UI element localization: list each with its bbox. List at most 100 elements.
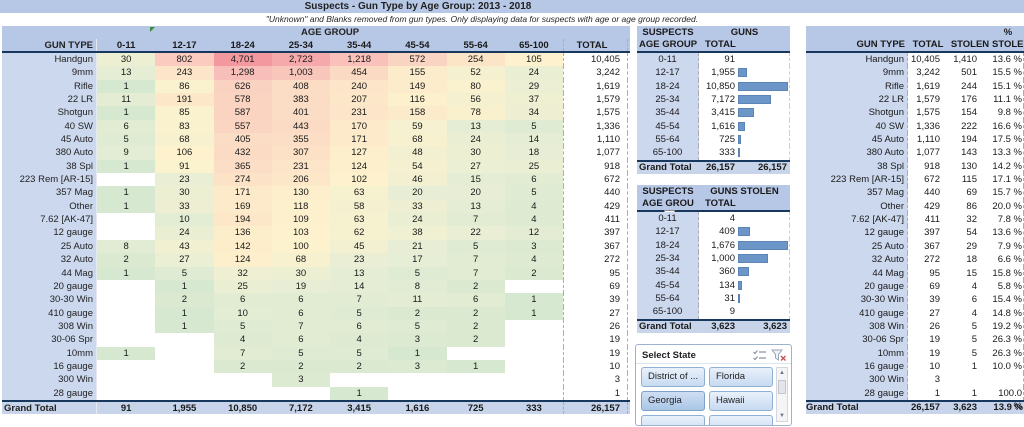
scroll-up-icon[interactable]: ▲ bbox=[779, 370, 785, 376]
count-cell[interactable]: 3 bbox=[388, 333, 447, 347]
gun-type-label[interactable]: 30-30 Win bbox=[2, 293, 97, 307]
stolen-cell[interactable]: 32 bbox=[966, 214, 977, 226]
age-group-cell[interactable]: 55-64 bbox=[637, 292, 699, 306]
slicer-button[interactable]: Georgia bbox=[641, 391, 705, 411]
pct-stolen-cell[interactable]: 15.8 % bbox=[992, 266, 1024, 280]
total-cell[interactable]: 26 bbox=[929, 320, 940, 332]
count-cell[interactable]: 7 bbox=[213, 346, 272, 360]
gun-type-label[interactable]: 300 Win bbox=[2, 373, 97, 387]
count-cell[interactable]: 1,298 bbox=[213, 66, 272, 80]
count-cell[interactable]: 1 bbox=[97, 199, 156, 214]
total-cell[interactable]: 95 bbox=[929, 267, 940, 279]
count-cell[interactable]: 169 bbox=[213, 199, 272, 214]
count-cell[interactable]: 4 bbox=[504, 253, 563, 267]
grand-total-cell[interactable]: 3,415 bbox=[347, 402, 372, 414]
count-cell[interactable]: 7 bbox=[271, 319, 330, 334]
count-cell[interactable]: 124 bbox=[330, 159, 389, 174]
count-cell[interactable]: 2 bbox=[271, 359, 330, 374]
count-cell[interactable]: 8 bbox=[388, 279, 447, 294]
stolen-cell[interactable]: 501 bbox=[961, 67, 977, 79]
pct-stolen-cell[interactable]: 15.1 % bbox=[992, 79, 1024, 94]
gun-type-label[interactable]: 380 Auto bbox=[806, 146, 908, 160]
total-cell[interactable]: 672 bbox=[924, 174, 940, 186]
count-cell[interactable]: 17 bbox=[388, 253, 447, 267]
count-cell[interactable]: 231 bbox=[271, 159, 330, 174]
pct-stolen-cell[interactable]: 7.8 % bbox=[992, 213, 1024, 227]
gun-type-label[interactable]: 223 Rem [AR-15] bbox=[2, 173, 97, 187]
row-total-cell[interactable]: 918 bbox=[563, 159, 628, 174]
age-col-header[interactable]: 45-54 bbox=[405, 40, 430, 51]
count-cell[interactable]: 4 bbox=[330, 333, 389, 347]
count-cell[interactable] bbox=[213, 386, 272, 400]
count-cell[interactable]: 142 bbox=[213, 239, 272, 254]
count-cell[interactable]: 12 bbox=[504, 226, 563, 240]
grand-total-cell[interactable]: 91 bbox=[120, 402, 132, 414]
count-cell[interactable]: 191 bbox=[155, 93, 214, 107]
count-cell[interactable]: 136 bbox=[213, 226, 272, 240]
count-cell[interactable]: 30 bbox=[271, 266, 330, 280]
count-cell[interactable]: 155 bbox=[388, 66, 447, 80]
gun-type-label[interactable]: 28 gauge bbox=[806, 386, 908, 400]
count-cell[interactable]: 106 bbox=[155, 146, 214, 160]
total-cell[interactable]: 1,110 bbox=[916, 134, 940, 146]
suspects-guns-grand-total[interactable]: Grand Total 26,157 26,157 bbox=[637, 159, 790, 174]
count-cell[interactable]: 63 bbox=[330, 213, 389, 227]
slicer-button[interactable]: Florida bbox=[709, 367, 773, 387]
pct-stolen-cell[interactable]: 16.6 % bbox=[992, 119, 1024, 134]
count-cell[interactable]: 6 bbox=[213, 293, 272, 307]
pct-stolen-cell[interactable]: 17.1 % bbox=[992, 173, 1024, 187]
age-group-cell[interactable]: 35-44 bbox=[637, 106, 699, 120]
grand-total-cell[interactable]: 1,955 bbox=[172, 402, 197, 414]
count-cell[interactable]: 231 bbox=[330, 106, 389, 120]
stolen-cell[interactable]: 115 bbox=[961, 174, 977, 186]
count-cell[interactable]: 7 bbox=[446, 213, 505, 227]
gun-type-label[interactable]: 32 Auto bbox=[806, 253, 908, 267]
total-cell[interactable]: 1,575 bbox=[916, 107, 940, 119]
age-group-cell[interactable]: 0-11 bbox=[637, 53, 699, 67]
count-cell[interactable]: 3 bbox=[504, 239, 563, 254]
count-cell[interactable]: 54 bbox=[388, 159, 447, 174]
count-cell[interactable] bbox=[155, 346, 214, 360]
count-cell[interactable]: 274 bbox=[213, 173, 272, 187]
multi-select-icon[interactable] bbox=[752, 349, 768, 362]
count-cell[interactable]: 102 bbox=[330, 173, 389, 187]
count-cell[interactable]: 45 bbox=[330, 239, 389, 254]
total-cell[interactable]: 397 bbox=[924, 227, 940, 239]
gun-type-label[interactable]: 20 gauge bbox=[2, 279, 97, 294]
total-cell[interactable]: 440 bbox=[924, 187, 940, 199]
row-total-cell[interactable]: 411 bbox=[563, 213, 628, 227]
count-cell[interactable] bbox=[97, 306, 156, 320]
gun-type-label[interactable]: 44 Mag bbox=[2, 266, 97, 280]
count-cell[interactable]: 1,003 bbox=[271, 66, 330, 80]
count-cell[interactable]: 24 bbox=[388, 213, 447, 227]
count-cell[interactable] bbox=[97, 386, 156, 400]
total-cell[interactable]: 429 bbox=[924, 200, 940, 212]
count-cell[interactable] bbox=[97, 213, 156, 227]
count-cell[interactable]: 2 bbox=[446, 306, 505, 320]
count-cell[interactable]: 13 bbox=[446, 199, 505, 214]
age-group-merged-header[interactable]: AGE GROUP bbox=[2, 26, 630, 39]
count-cell[interactable]: 10 bbox=[155, 213, 214, 227]
grand-total-cell[interactable]: 10,850 bbox=[228, 402, 258, 414]
count-cell[interactable]: 2 bbox=[155, 293, 214, 307]
count-cell[interactable]: 21 bbox=[388, 239, 447, 254]
stolen-cell[interactable]: 4 bbox=[971, 307, 977, 319]
total-cell[interactable]: 409 bbox=[719, 226, 735, 238]
count-cell[interactable]: 4,701 bbox=[213, 53, 272, 67]
scroll-down-icon[interactable]: ▼ bbox=[779, 413, 785, 419]
pct-stolen-cell[interactable]: 5.8 % bbox=[992, 279, 1024, 294]
pct-stolen-cell[interactable]: 17.5 % bbox=[992, 133, 1024, 147]
total-cell[interactable]: 272 bbox=[924, 254, 940, 266]
gun-type-label[interactable]: 25 Auto bbox=[806, 239, 908, 254]
total-cell[interactable]: 367 bbox=[924, 240, 940, 252]
pct-stolen-cell[interactable]: 26.3 % bbox=[992, 333, 1024, 347]
age-group-cell[interactable]: 45-54 bbox=[637, 119, 699, 134]
row-total-cell[interactable]: 272 bbox=[563, 253, 628, 267]
total-cell[interactable]: 1,336 bbox=[916, 120, 940, 132]
gun-type-label[interactable]: 12 gauge bbox=[806, 226, 908, 240]
age-group-cell[interactable]: 12-17 bbox=[637, 225, 699, 239]
count-cell[interactable]: 10 bbox=[213, 306, 272, 320]
count-cell[interactable]: 20 bbox=[388, 186, 447, 200]
scroll-thumb[interactable] bbox=[778, 380, 786, 394]
stolen-cell[interactable]: 1,410 bbox=[953, 54, 977, 65]
